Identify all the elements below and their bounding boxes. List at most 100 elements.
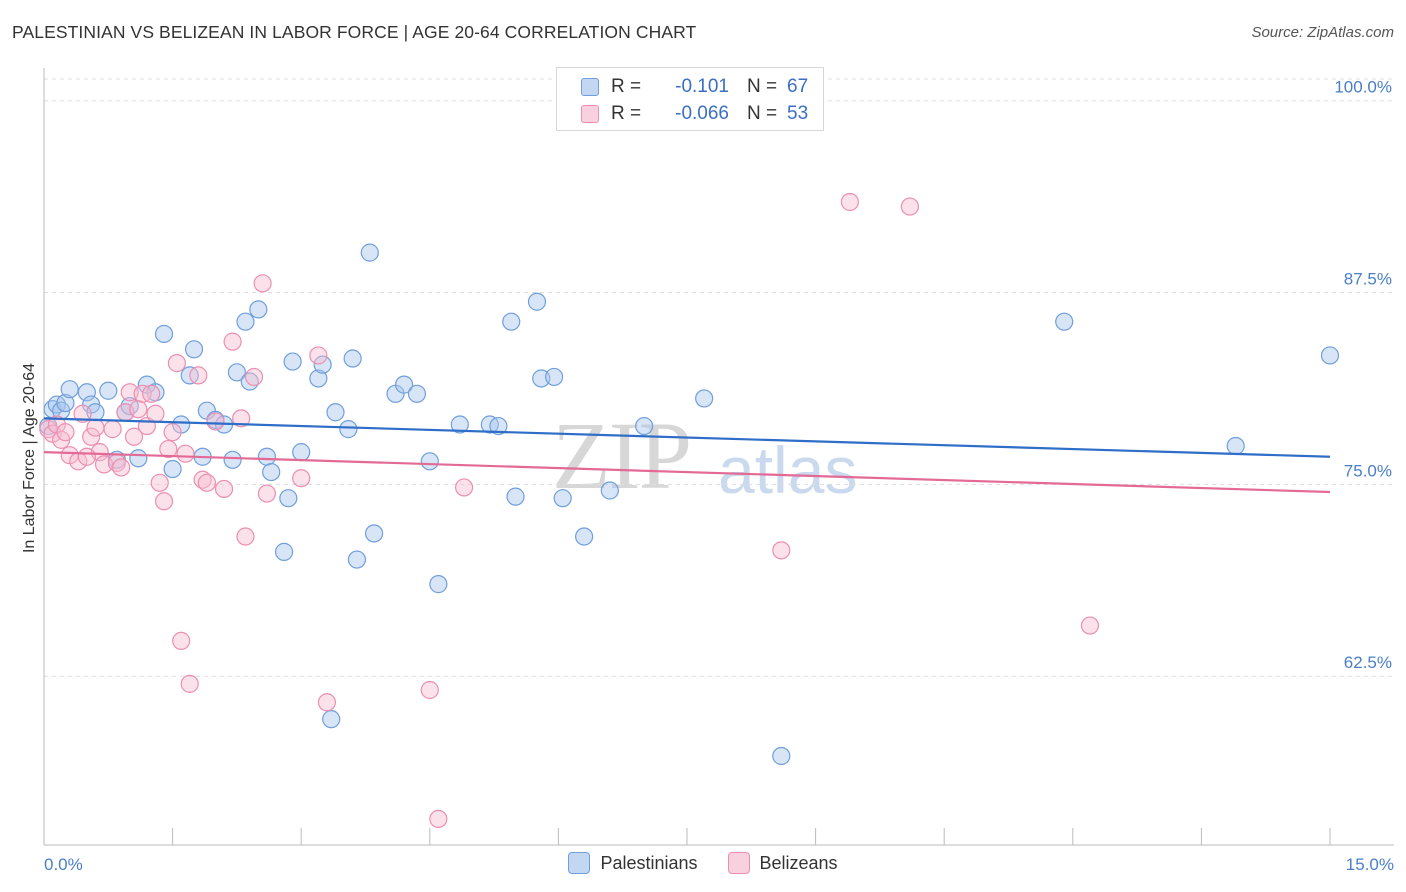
palestinian-point	[502, 312, 521, 331]
belizean-point	[150, 473, 169, 492]
belizean-point	[214, 479, 234, 499]
palestinian-point	[322, 710, 341, 729]
legend-n-label: N =	[747, 103, 778, 124]
palestinian-point	[274, 542, 294, 561]
palestinian-point	[184, 340, 204, 359]
palestinian-point	[420, 452, 439, 471]
y-tick-label: 62.5%	[1344, 653, 1392, 672]
data-points	[39, 192, 1340, 829]
correlation-legend: R = -0.101 N = 67 R = -0.066 N = 53	[556, 67, 824, 131]
legend-swatch-blue	[581, 78, 599, 96]
palestinian-point	[575, 527, 594, 546]
belizean-point	[429, 809, 448, 829]
palestinian-point	[347, 550, 367, 569]
y-tick-label: 100.0%	[1334, 78, 1392, 97]
palestinian-trend-line	[43, 417, 1331, 458]
belizean-point	[112, 458, 131, 477]
palestinian-point	[60, 380, 79, 399]
belizean-point	[124, 427, 144, 446]
palestinian-point	[450, 415, 469, 434]
trend-lines	[43, 417, 1331, 494]
belizean-point	[73, 404, 92, 423]
belizean-point	[77, 447, 96, 466]
palestinian-point	[163, 459, 182, 479]
palestinian-point	[249, 300, 268, 319]
palestinian-point	[309, 369, 328, 388]
palestinian-point	[227, 363, 246, 382]
belizean-point	[232, 409, 251, 428]
belizean-point	[223, 332, 242, 351]
palestinian-point	[56, 393, 75, 413]
belizean-point	[900, 197, 920, 216]
palestinian-point	[545, 367, 564, 387]
palestinian-point	[262, 462, 281, 482]
chart-title: PALESTINIAN VS BELIZEAN IN LABOR FORCE |…	[12, 22, 697, 42]
palestinian-point	[236, 312, 255, 331]
belizean-point	[206, 412, 225, 431]
belizean-point	[176, 444, 195, 463]
legend-row-palestinians: R = -0.101 N = 67	[581, 75, 808, 99]
palestinian-point	[223, 450, 242, 469]
belizean-point	[159, 439, 178, 459]
belizean-point	[103, 420, 122, 439]
belizean-point	[309, 346, 328, 365]
belizean-point	[154, 492, 174, 511]
belizean-point	[244, 367, 264, 387]
x-tick-label: 0.0%	[44, 855, 83, 874]
legend-n-value: 67	[787, 76, 809, 97]
belizean-point	[163, 423, 182, 442]
palestinian-point	[313, 355, 332, 374]
palestinian-point	[772, 746, 791, 766]
legend-r-label: R =	[611, 76, 642, 97]
palestinian-point	[1055, 312, 1074, 331]
legend-label-palestinians: Palestinians	[600, 852, 698, 873]
belizean-point	[189, 366, 208, 385]
axes	[43, 68, 1394, 846]
palestinian-point	[489, 416, 508, 436]
legend-label-belizeans: Belizeans	[759, 852, 838, 873]
legend-swatch-blue	[568, 852, 591, 874]
belizean-trend-line	[43, 451, 1331, 494]
palestinian-point	[326, 403, 345, 422]
belizean-point	[1080, 616, 1100, 635]
tick-labels: 100.0% 87.5% 75.0% 62.5% 0.0% 15.0%	[44, 78, 1394, 874]
legend-r-label: R =	[611, 103, 642, 124]
palestinian-point	[553, 489, 572, 508]
palestinian-point	[635, 416, 654, 436]
palestinian-point	[364, 524, 384, 543]
series-legend: Palestinians Belizeans	[0, 852, 1406, 874]
belizean-point	[317, 693, 337, 712]
belizean-point	[420, 680, 439, 700]
belizean-point	[236, 527, 255, 546]
belizean-point	[172, 631, 191, 650]
belizean-point	[180, 674, 199, 693]
x-tick-label: 15.0%	[1346, 855, 1394, 874]
legend-item-belizeans[interactable]: Belizeans	[727, 852, 838, 874]
legend-swatch-pink	[727, 852, 750, 874]
palestinian-point	[257, 447, 277, 466]
watermark-zip: ZIP	[552, 402, 692, 509]
legend-r-value: -0.101	[675, 76, 729, 97]
belizean-point	[292, 469, 311, 488]
palestinian-point	[339, 420, 358, 439]
y-tick-label: 75.0%	[1344, 461, 1392, 480]
belizean-point	[86, 418, 105, 437]
palestinian-point	[360, 243, 379, 262]
belizean-point	[253, 274, 272, 293]
legend-r-value: -0.066	[675, 103, 729, 124]
watermark-atlas: atlas	[718, 433, 858, 507]
legend-swatch-pink	[581, 105, 599, 123]
y-tick-label: 87.5%	[1344, 270, 1392, 289]
belizean-point	[772, 541, 791, 560]
palestinian-point	[1226, 436, 1245, 456]
belizean-point	[142, 384, 161, 403]
palestinian-point	[99, 381, 118, 400]
palestinian-point	[129, 449, 148, 468]
legend-item-palestinians[interactable]: Palestinians	[568, 852, 698, 874]
palestinian-point	[695, 389, 714, 408]
palestinian-point	[394, 375, 414, 394]
belizean-point	[454, 478, 474, 497]
palestinian-point	[343, 349, 362, 368]
belizean-point	[167, 354, 186, 373]
